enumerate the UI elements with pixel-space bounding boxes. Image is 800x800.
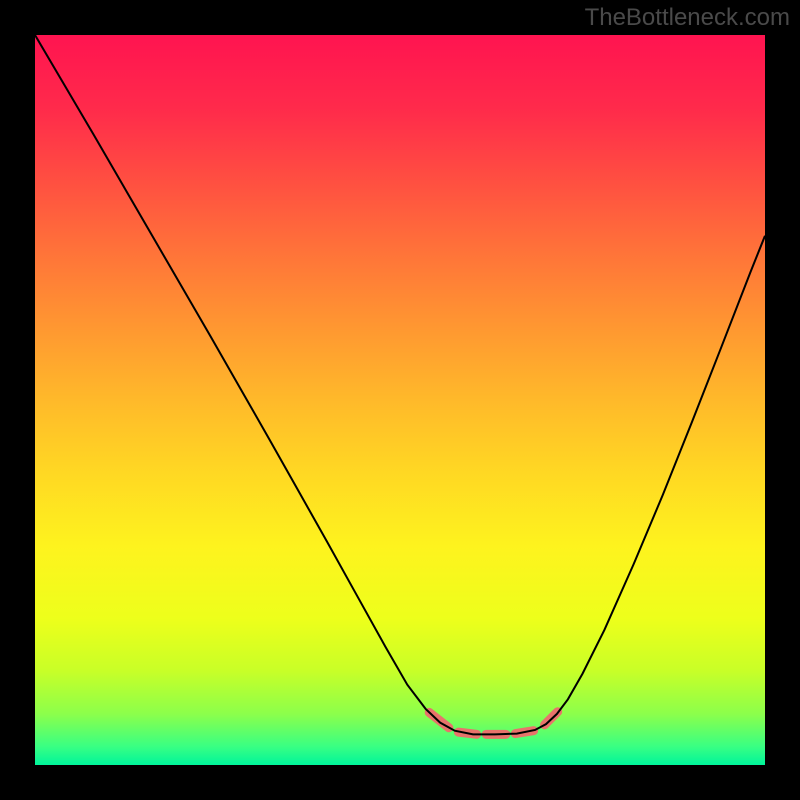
flat-region-dashes: [429, 712, 557, 735]
bottleneck-curve: [35, 35, 765, 734]
chart-svg: [35, 35, 765, 765]
watermark-text: TheBottleneck.com: [585, 4, 790, 32]
plot-area: [35, 35, 765, 765]
